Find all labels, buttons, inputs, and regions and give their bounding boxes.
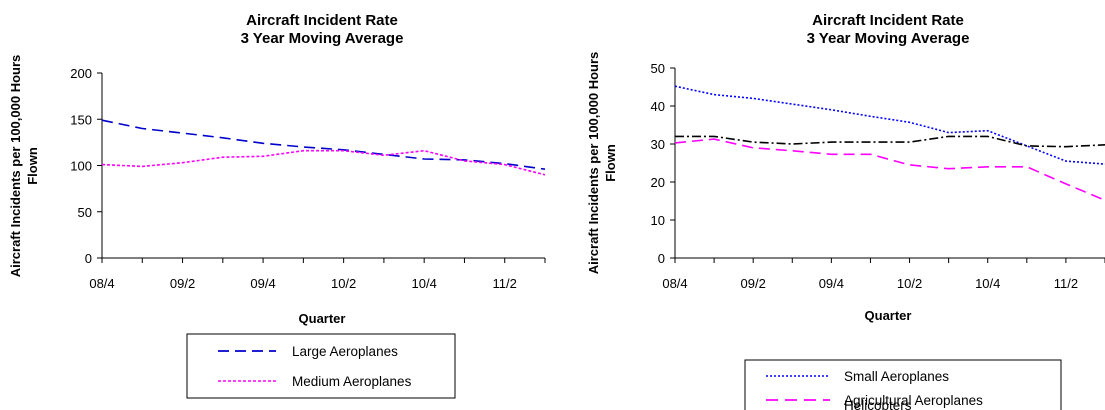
legend-label-helicopters: Helicopters (844, 398, 912, 410)
chart-1-x-tick-label: 11/2 (493, 276, 517, 291)
series-line-small-aeroplanes (674, 85, 1105, 165)
chart-2-y-tick-label: 0 (658, 251, 665, 266)
chart-2-y-tick-label: 40 (651, 99, 665, 114)
chart-1-y-tick-label: 100 (70, 159, 92, 174)
chart-1-y-tick-label: 0 (85, 251, 92, 266)
legend-label-large-aeroplanes: Large Aeroplanes (292, 344, 398, 359)
chart-1-title-line-1: Aircraft Incident Rate (246, 12, 398, 29)
chart-2-x-tick-label: 09/2 (741, 276, 766, 291)
chart-1: Aircraft Incident Rate 3 Year Moving Ave… (8, 12, 546, 399)
chart-2-x-axis: 08/4 09/2 09/4 10/2 10/4 11/2 (662, 258, 1105, 291)
legend-label-medium-aeroplanes: Medium Aeroplanes (292, 374, 412, 389)
chart-1-xlabel: Quarter (299, 311, 346, 326)
chart-2-plot-area (674, 85, 1105, 201)
chart-2-xlabel: Quarter (865, 308, 912, 323)
chart-1-plot-area (101, 119, 546, 176)
chart-1-x-tick-label: 08/4 (89, 276, 114, 291)
chart-1-y-axis: 0 50 100 150 200 (70, 66, 102, 266)
chart-2: Aircraft Incident Rate 3 Year Moving Ave… (586, 12, 1105, 410)
chart-2-y-tick-label: 10 (651, 213, 665, 228)
series-line-agricultural-aeroplanes (674, 138, 1105, 201)
series-line-medium-aeroplanes (101, 149, 546, 176)
chart-1-ylabel-line-2: Flown (25, 147, 40, 185)
chart-2-y-tick-label: 50 (651, 61, 665, 76)
chart-2-x-tick-label: 08/4 (662, 276, 687, 291)
chart-2-legend: Small Aeroplanes Agricultural Aeroplanes… (744, 359, 1062, 410)
chart-2-x-tick-label: 09/4 (819, 276, 844, 291)
chart-1-legend-box (186, 333, 456, 399)
legend-label-agricultural-aeroplanes: Agricultural Aeroplanes (844, 393, 983, 408)
chart-2-y-axis: 0 10 20 30 40 50 (651, 61, 675, 266)
chart-1-y-tick-label: 150 (70, 112, 92, 127)
chart-1-x-tick-label: 09/4 (250, 276, 275, 291)
chart-1-ylabel-line-1: Aircraft Incidents per 100,000 Hours (8, 55, 23, 278)
chart-2-x-tick-label: 10/4 (975, 276, 1000, 291)
chart-1-y-tick-label: 50 (78, 205, 92, 220)
chart-2-title-line-2: 3 Year Moving Average (807, 30, 970, 47)
chart-1-x-tick-label: 10/4 (412, 276, 437, 291)
chart-1-title-line-2: 3 Year Moving Average (241, 30, 404, 47)
chart-1-legend: Large Aeroplanes Medium Aeroplanes (186, 333, 456, 399)
chart-2-y-tick-label: 30 (651, 137, 665, 152)
series-line-helicopters (675, 135, 1105, 148)
chart-1-x-tick-label: 09/2 (170, 276, 195, 291)
chart-2-y-tick-label: 20 (651, 175, 665, 190)
chart-2-ylabel-line-1: Aircraft Incidents per 100,000 Hours (586, 52, 601, 275)
series-line-large-aeroplanes (101, 119, 546, 170)
chart-2-ylabel-line-2: Flown (603, 144, 618, 182)
chart-2-x-tick-label: 11/2 (1054, 276, 1078, 291)
legend-label-small-aeroplanes: Small Aeroplanes (844, 369, 949, 384)
chart-2-x-tick-label: 10/2 (897, 276, 922, 291)
chart-1-x-tick-label: 10/2 (331, 276, 356, 291)
chart-2-legend-box (744, 359, 1062, 410)
chart-1-x-axis: 08/4 09/2 09/4 10/2 10/4 11/2 (89, 258, 546, 291)
chart-2-title-line-1: Aircraft Incident Rate (812, 12, 964, 29)
chart-1-y-tick-label: 200 (70, 66, 92, 81)
